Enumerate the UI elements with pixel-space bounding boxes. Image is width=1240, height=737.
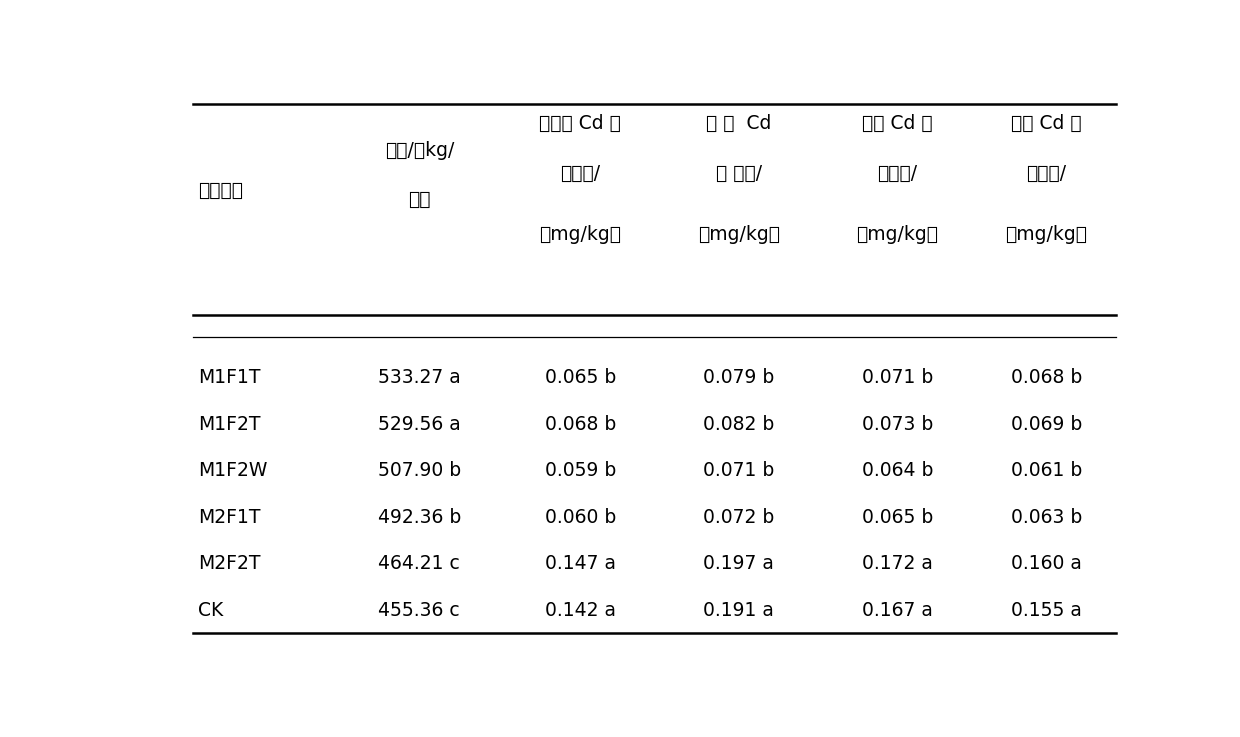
Text: 籍粒中 Cd 含: 籍粒中 Cd 含 <box>539 114 621 133</box>
Text: 量　　/: 量 / <box>1027 164 1066 183</box>
Text: 0.073 b: 0.073 b <box>862 415 932 434</box>
Text: 492.36 b: 492.36 b <box>378 508 461 527</box>
Text: 处理编号: 处理编号 <box>198 181 243 200</box>
Text: 0.065 b: 0.065 b <box>544 368 616 388</box>
Text: 0.069 b: 0.069 b <box>1011 415 1083 434</box>
Text: 0.082 b: 0.082 b <box>703 415 775 434</box>
Text: 含 量　/: 含 量 / <box>715 164 761 183</box>
Text: M1F2W: M1F2W <box>198 461 268 481</box>
Text: 529.56 a: 529.56 a <box>378 415 460 434</box>
Text: 0.160 a: 0.160 a <box>1011 554 1081 573</box>
Text: （mg/kg）: （mg/kg） <box>857 226 939 245</box>
Text: 0.197 a: 0.197 a <box>703 554 774 573</box>
Text: 量　　/: 量 / <box>560 164 600 183</box>
Text: 0.072 b: 0.072 b <box>703 508 775 527</box>
Text: 0.061 b: 0.061 b <box>1011 461 1083 481</box>
Text: 0.172 a: 0.172 a <box>862 554 932 573</box>
Text: 0.059 b: 0.059 b <box>544 461 616 481</box>
Text: 0.079 b: 0.079 b <box>703 368 775 388</box>
Text: （mg/kg）: （mg/kg） <box>1006 226 1087 245</box>
Text: 0.167 a: 0.167 a <box>862 601 932 620</box>
Text: （mg/kg）: （mg/kg） <box>698 226 780 245</box>
Text: 0.071 b: 0.071 b <box>862 368 932 388</box>
Text: M2F1T: M2F1T <box>198 508 260 527</box>
Text: 根 中  Cd: 根 中 Cd <box>706 114 771 133</box>
Text: 0.068 b: 0.068 b <box>1011 368 1083 388</box>
Text: CK: CK <box>198 601 223 620</box>
Text: 0.065 b: 0.065 b <box>862 508 932 527</box>
Text: 0.064 b: 0.064 b <box>862 461 932 481</box>
Text: 叶中 Cd 含: 叶中 Cd 含 <box>1011 114 1081 133</box>
Text: （mg/kg）: （mg/kg） <box>539 226 621 245</box>
Text: M1F1T: M1F1T <box>198 368 260 388</box>
Text: 507.90 b: 507.90 b <box>378 461 461 481</box>
Text: 0.147 a: 0.147 a <box>544 554 616 573</box>
Text: 亩）: 亩） <box>408 189 430 209</box>
Text: M2F2T: M2F2T <box>198 554 260 573</box>
Text: 量　　/: 量 / <box>878 164 918 183</box>
Text: 0.068 b: 0.068 b <box>544 415 616 434</box>
Text: 464.21 c: 464.21 c <box>378 554 460 573</box>
Text: 0.142 a: 0.142 a <box>544 601 616 620</box>
Text: 茎中 Cd 含: 茎中 Cd 含 <box>862 114 932 133</box>
Text: 0.071 b: 0.071 b <box>703 461 775 481</box>
Text: 0.155 a: 0.155 a <box>1011 601 1081 620</box>
Text: 0.060 b: 0.060 b <box>544 508 616 527</box>
Text: 533.27 a: 533.27 a <box>378 368 460 388</box>
Text: M1F2T: M1F2T <box>198 415 260 434</box>
Text: 0.191 a: 0.191 a <box>703 601 774 620</box>
Text: 产量/（kg/: 产量/（kg/ <box>384 142 454 161</box>
Text: 455.36 c: 455.36 c <box>378 601 460 620</box>
Text: 0.063 b: 0.063 b <box>1011 508 1083 527</box>
